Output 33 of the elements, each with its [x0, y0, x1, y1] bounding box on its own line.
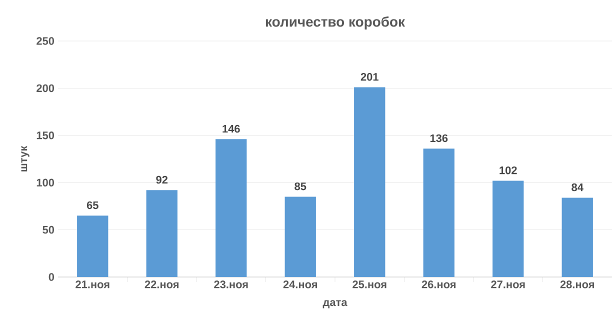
y-tick-label: 50	[42, 226, 54, 234]
y-tick-label: 100	[36, 178, 54, 186]
x-tick-label: 21.ноя	[76, 280, 110, 288]
bar	[562, 198, 593, 277]
data-label: 201	[360, 72, 378, 81]
x-tick-label: 23.ноя	[214, 280, 248, 288]
x-tick-label: 26.ноя	[422, 280, 456, 288]
bar	[423, 148, 454, 277]
bar	[354, 87, 386, 277]
x-tick-label: 27.ноя	[491, 280, 525, 288]
data-label: 85	[294, 182, 306, 190]
y-axis-title: штук	[21, 146, 30, 172]
bar	[216, 139, 247, 277]
y-tick-label: 150	[36, 132, 54, 140]
data-label: 92	[156, 176, 168, 184]
x-axis-title: дата	[322, 300, 348, 308]
data-label: 102	[500, 166, 517, 174]
x-tick-label: 25.ноя	[352, 280, 386, 288]
data-label: 146	[222, 124, 240, 133]
x-tick-label: 28.ноя	[560, 280, 594, 288]
y-tick-label: 0	[48, 273, 54, 281]
chart-title: количество коробок	[266, 16, 405, 30]
x-tick-label: 22.ноя	[144, 280, 179, 288]
data-label: 136	[430, 134, 448, 142]
bar	[77, 216, 108, 277]
data-label: 84	[572, 183, 584, 192]
y-tick-label: 250	[36, 37, 54, 45]
bar	[492, 180, 524, 277]
y-tick-label: 200	[36, 84, 54, 92]
x-tick-label: 24.ноя	[283, 280, 318, 288]
data-label: 65	[86, 201, 98, 210]
bar	[284, 196, 316, 277]
bar	[146, 190, 178, 277]
